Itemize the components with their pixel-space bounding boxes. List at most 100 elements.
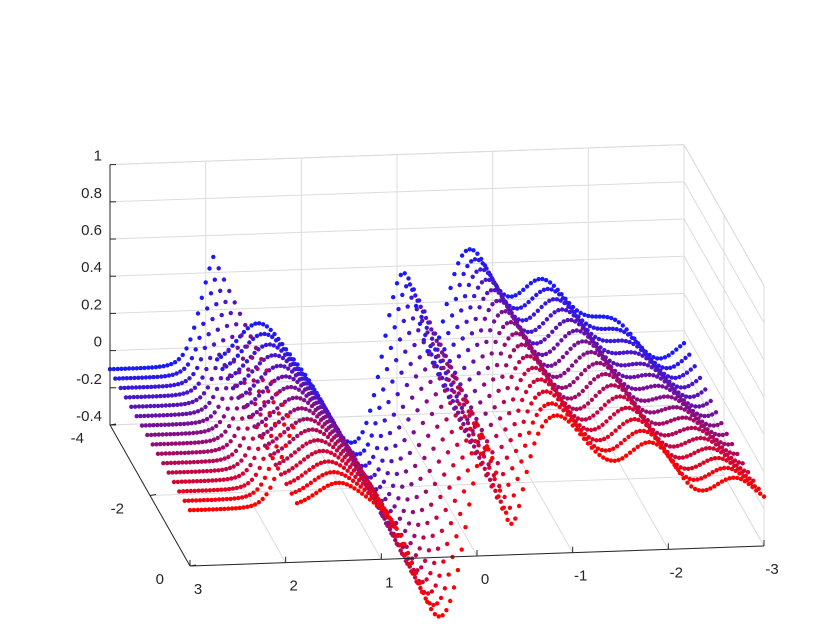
data-point [514, 331, 519, 336]
data-point [185, 421, 191, 426]
data-point [620, 387, 625, 392]
data-point [504, 455, 510, 460]
data-point [712, 484, 717, 489]
data-point [599, 372, 605, 377]
data-point [187, 376, 192, 381]
data-point [528, 354, 533, 359]
data-point [587, 340, 592, 346]
data-point [503, 309, 508, 314]
data-point [223, 429, 228, 434]
series-16 [187, 413, 767, 619]
data-point [378, 433, 384, 439]
data-point [475, 423, 480, 428]
data-point [387, 430, 393, 436]
data-point [554, 374, 559, 380]
data-point [301, 485, 306, 491]
data-point [424, 399, 429, 404]
data-point [177, 392, 182, 397]
data-point [200, 469, 206, 474]
data-point [263, 342, 269, 348]
data-point [240, 356, 246, 361]
data-point [662, 355, 668, 360]
data-point [450, 373, 455, 378]
data-point [305, 400, 311, 405]
data-point [413, 374, 419, 379]
data-point [539, 304, 544, 310]
data-point [607, 372, 612, 378]
data-point [249, 503, 254, 509]
data-point [302, 429, 308, 434]
data-point [163, 451, 168, 456]
data-point [301, 417, 306, 422]
data-point [533, 395, 538, 400]
data-point [471, 421, 477, 426]
data-point [166, 422, 171, 427]
data-point [203, 459, 208, 464]
data-point [702, 474, 708, 479]
data-point [505, 304, 511, 310]
data-point [285, 456, 290, 461]
data-point [371, 500, 376, 505]
data-point [503, 427, 508, 432]
data-point [406, 521, 412, 526]
data-point [237, 370, 242, 375]
data-point [671, 444, 676, 449]
z-tick-label: -0.4 [76, 408, 102, 425]
data-point [350, 478, 356, 483]
data-point [705, 458, 710, 463]
data-point [409, 295, 414, 300]
data-point [153, 413, 158, 418]
data-point [621, 395, 627, 400]
data-point [202, 478, 207, 484]
data-point [538, 407, 543, 412]
data-point [204, 439, 209, 444]
data-point [156, 384, 162, 389]
data-point [656, 383, 661, 388]
data-point [414, 307, 419, 312]
data-point [161, 461, 166, 466]
data-point [426, 433, 431, 438]
data-point [270, 365, 276, 370]
data-point [474, 269, 479, 274]
data-point [578, 406, 583, 411]
data-point [667, 444, 673, 449]
data-point [206, 478, 211, 483]
data-point [644, 409, 649, 414]
data-point [556, 384, 561, 390]
data-point [203, 404, 208, 410]
data-point [214, 423, 219, 429]
data-point [702, 436, 707, 441]
data-point [471, 248, 476, 253]
data-point [691, 394, 697, 399]
data-point [476, 257, 482, 263]
data-point [234, 338, 239, 344]
data-point [437, 573, 442, 578]
data-point [208, 468, 213, 474]
data-point [578, 310, 583, 316]
data-point [693, 425, 698, 431]
data-point [468, 405, 474, 410]
data-point [523, 389, 529, 395]
data-point [606, 326, 612, 331]
data-point [673, 465, 679, 470]
data-point [686, 439, 692, 444]
data-point [673, 454, 678, 460]
data-point [524, 284, 530, 289]
data-point [187, 479, 192, 484]
data-point [525, 409, 530, 414]
data-point [684, 370, 690, 375]
data-point [708, 486, 713, 491]
data-point [192, 440, 197, 445]
data-point [448, 400, 453, 406]
data-point [525, 339, 530, 345]
data-point [137, 385, 142, 390]
data-point [262, 475, 268, 480]
data-point [194, 479, 200, 484]
data-point [281, 386, 286, 392]
data-point [228, 439, 233, 444]
data-point [456, 476, 461, 481]
data-point [272, 421, 278, 427]
data-point [184, 411, 189, 416]
data-point [704, 487, 709, 493]
data-point [522, 303, 527, 308]
